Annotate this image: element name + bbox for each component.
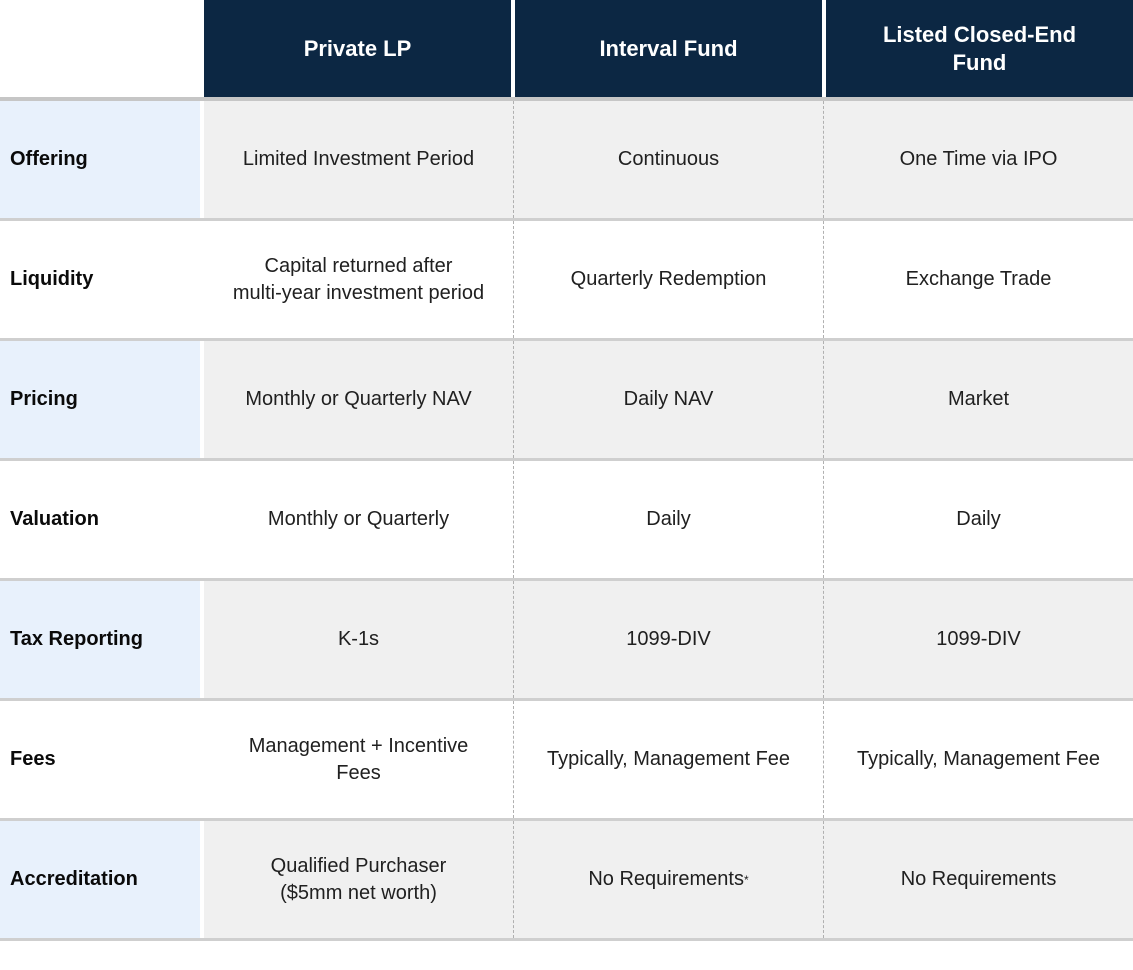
table-row-valuation: Valuation Monthly or Quarterly Daily Dai… [0,461,1133,581]
header-spacer [0,0,200,97]
row-label-tax-reporting: Tax Reporting [0,581,200,698]
row-label-fees: Fees [10,748,56,770]
row-values: Monthly or Quarterly NAV Daily NAV Marke… [204,341,1133,458]
header-separator-line [0,97,1133,101]
table-cell: Monthly or Quarterly [267,508,450,530]
table-row-tax-reporting: Tax Reporting K-1s 1099-DIV 1099-DIV [0,581,1133,701]
column-header-interval-fund: Interval Fund [515,0,822,97]
table-row-offering: Offering Limited Investment Period Conti… [0,101,1133,221]
row-label-accreditation: Accreditation [0,821,200,938]
table-cell: Daily NAV [513,341,823,458]
table-cell: Typically, Management Fee [513,701,823,818]
row-label-liquidity: Liquidity [10,268,94,290]
row-values: Qualified Purchaser ($5mm net worth) No … [204,821,1133,938]
row-values: K-1s 1099-DIV 1099-DIV [204,581,1133,698]
table-cell: One Time via IPO [823,101,1133,218]
table-header-row: Private LP Interval Fund Listed Closed-E… [0,0,1133,97]
table-cell: Monthly or Quarterly NAV [245,388,472,410]
table-cell: Daily [823,461,1133,578]
row-values: Limited Investment Period Continuous One… [204,101,1133,218]
column-header-private-lp: Private LP [204,0,511,97]
row-label-valuation: Valuation [10,508,99,530]
row-values: Monthly or Quarterly Daily Daily [204,461,1133,578]
cell-text: No Requirements [588,868,744,890]
table-cell: Typically, Management Fee [823,701,1133,818]
table-row-pricing: Pricing Monthly or Quarterly NAV Daily N… [0,341,1133,461]
table-cell: Management + Incentive Fees [248,734,469,784]
row-label-offering: Offering [0,101,200,218]
row-label-pricing: Pricing [0,341,200,458]
table-row-liquidity: Liquidity Capital returned after multi-y… [0,221,1133,341]
table-cell: Continuous [513,101,823,218]
table-cell: Daily [513,461,823,578]
table-cell: 1099-DIV [823,581,1133,698]
table-cell: No Requirements [823,821,1133,938]
table-row-accreditation: Accreditation Qualified Purchaser ($5mm … [0,821,1133,941]
row-values: Capital returned after multi-year invest… [204,221,1133,338]
row-values: Management + Incentive Fees Typically, M… [204,701,1133,818]
table-cell: No Requirements * [513,821,823,938]
table-cell: Limited Investment Period [242,148,475,170]
table-cell: Capital returned after multi-year invest… [232,254,485,304]
table-cell: 1099-DIV [513,581,823,698]
column-header-listed-closed-end-fund: Listed Closed-End Fund [826,0,1133,97]
table-row-fees: Fees Management + Incentive Fees Typical… [0,701,1133,821]
table-cell: Exchange Trade [823,221,1133,338]
table-cell: Quarterly Redemption [513,221,823,338]
table-cell: Market [823,341,1133,458]
table-cell: K-1s [337,628,380,650]
table-cell: Qualified Purchaser ($5mm net worth) [270,854,447,904]
